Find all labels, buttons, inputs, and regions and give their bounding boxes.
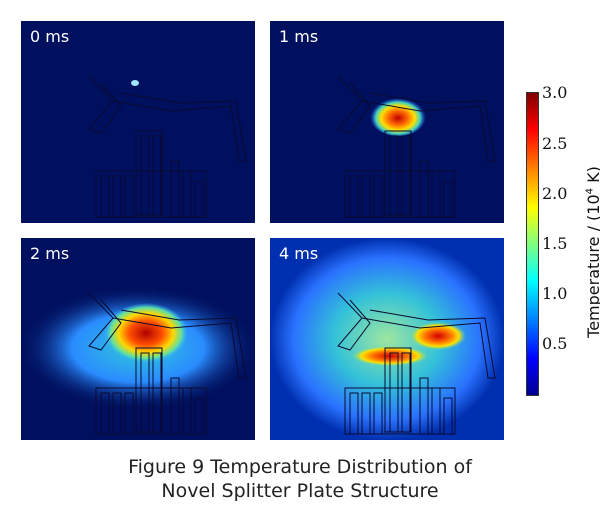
figure-caption: Figure 9 Temperature Distribution of Nov… (0, 455, 600, 503)
caption-line-1: Figure 9 Temperature Distribution of (128, 456, 472, 478)
warm-field (270, 238, 504, 440)
colorbar-tick: 3.0 (542, 83, 568, 102)
structure-outline-0ms (88, 75, 247, 218)
panel-time-label: 1 ms (279, 27, 319, 46)
colorbar-label: Temperature / (104 K) (584, 152, 600, 352)
colorbar-label-exponent: 4 (584, 187, 596, 195)
colorbar-label-suffix: K) (584, 166, 600, 183)
heatmap-panel-0ms: 0 ms (21, 21, 255, 223)
structure-outline-2ms (21, 286, 255, 435)
colorbar-tick: 0.5 (542, 334, 568, 353)
panel-time-label: 0 ms (30, 27, 70, 46)
hot-band-right (410, 322, 466, 350)
heatmap-panel-2ms: 2 ms (21, 238, 255, 440)
arc-plume (370, 96, 426, 136)
colorbar-tick: 2.5 (542, 134, 568, 153)
structure-outline-1ms (337, 75, 496, 218)
heatmap-panel-4ms: 4 ms (270, 238, 504, 440)
hot-core (104, 303, 188, 363)
colorbar-label-prefix: Temperature / (10 (584, 194, 600, 338)
colorbar-tick: 2.0 (542, 184, 568, 203)
heatmap-panel-1ms: 1 ms (270, 21, 504, 223)
colorbar (526, 92, 539, 396)
arc-spot (131, 80, 139, 86)
caption-line-2: Novel Splitter Plate Structure (161, 480, 439, 502)
structure-outline-4ms (270, 238, 504, 440)
colorbar-tick: 1.5 (542, 234, 568, 253)
colorbar-tick: 1.0 (542, 284, 568, 303)
panel-time-label: 2 ms (30, 244, 70, 263)
panel-time-label: 4 ms (279, 244, 319, 263)
